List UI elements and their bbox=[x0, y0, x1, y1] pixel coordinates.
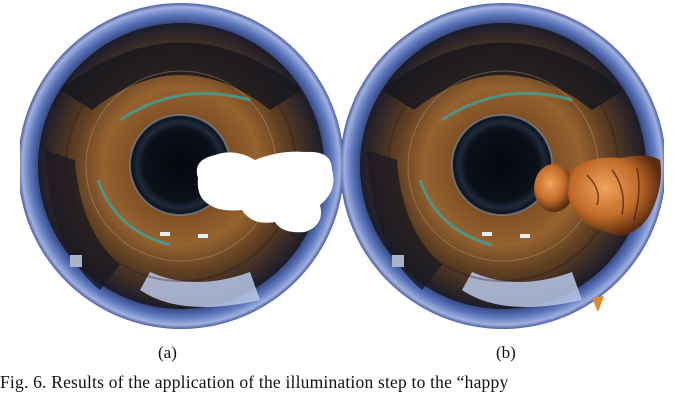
panel-b-image bbox=[342, 3, 664, 329]
panel-a-image bbox=[20, 3, 342, 329]
panel-a-label: (a) bbox=[158, 343, 177, 362]
panel-b-label: (b) bbox=[496, 343, 516, 362]
figure-caption: Fig. 6. Results of the application of th… bbox=[0, 372, 509, 392]
